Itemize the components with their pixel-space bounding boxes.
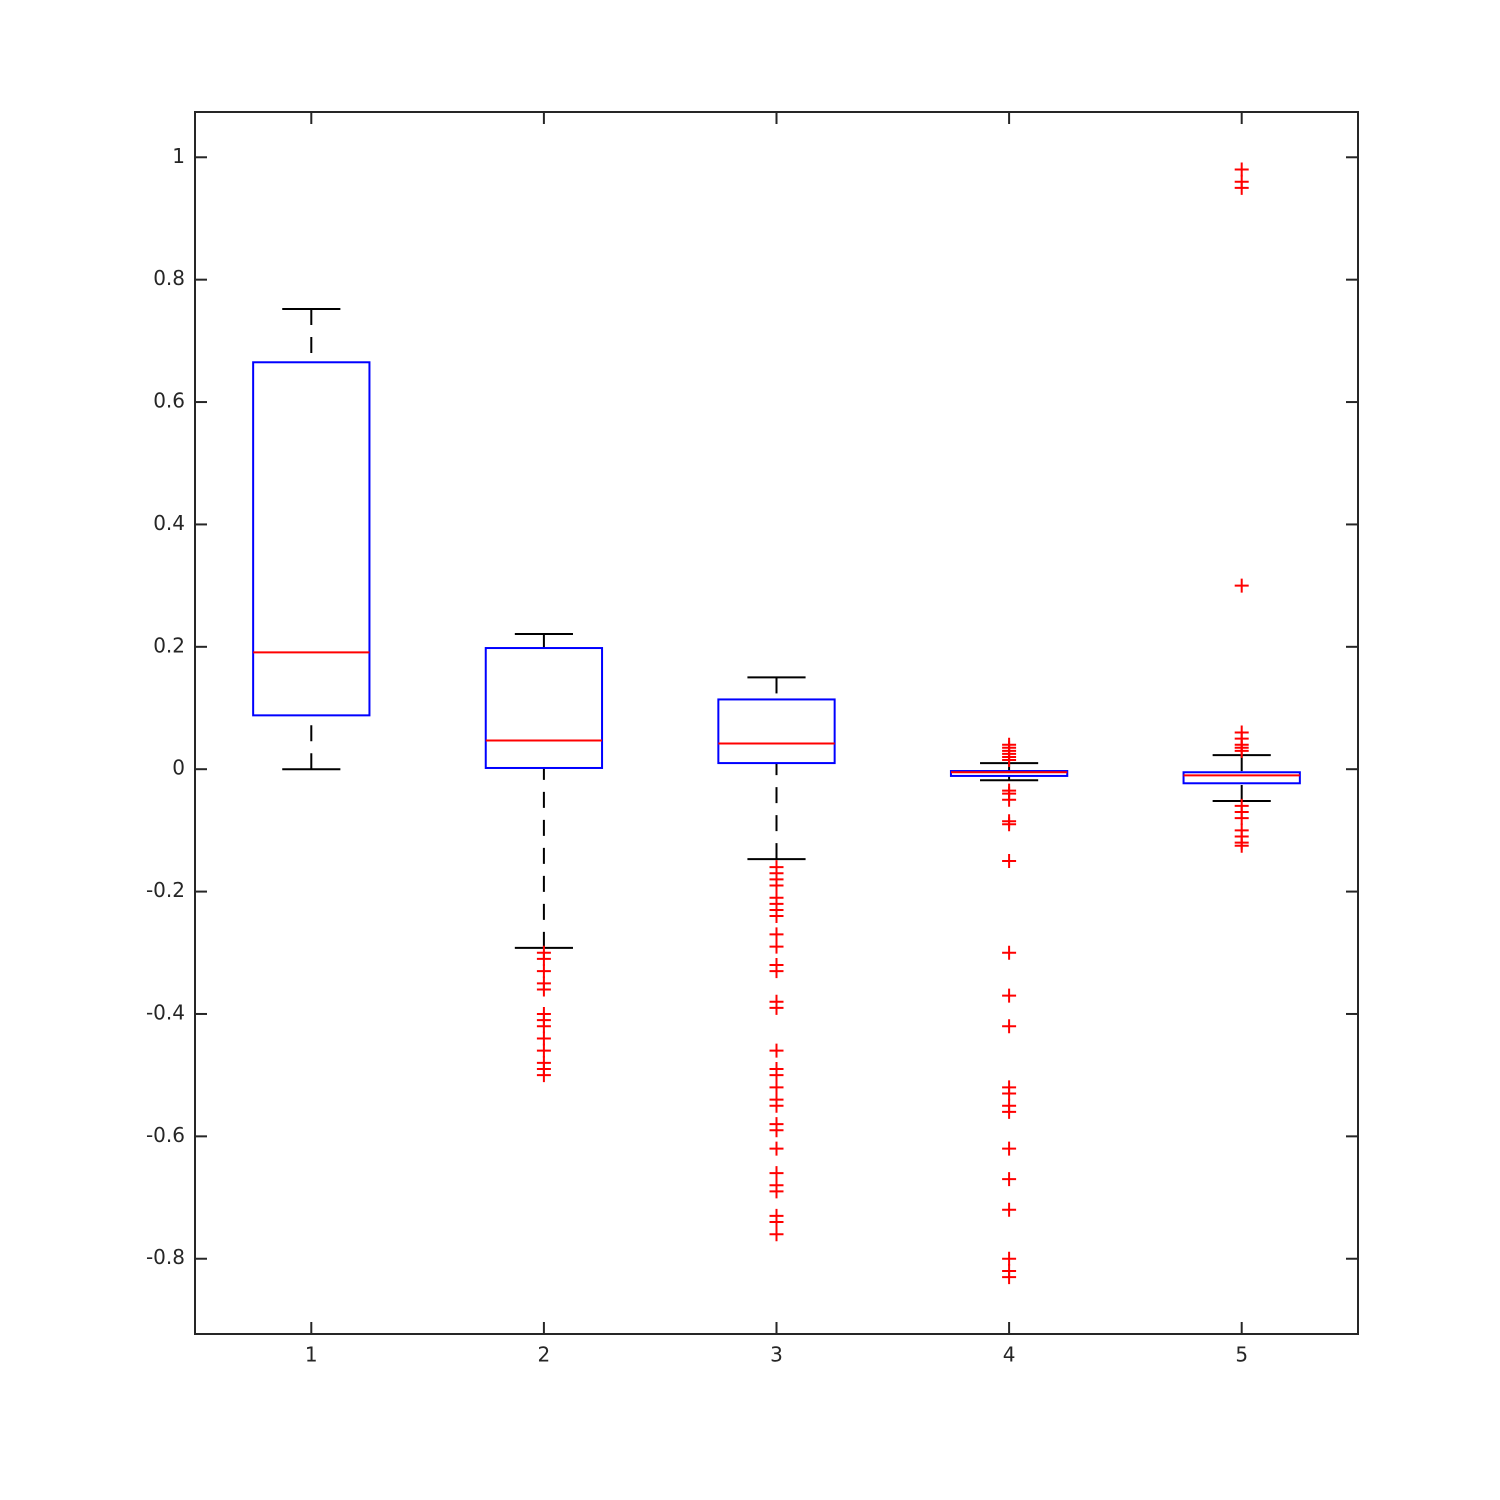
x-tick-label: 1 (305, 1343, 318, 1367)
box (1182, 771, 1301, 785)
outlier (1002, 988, 1017, 1003)
outlier (1002, 1270, 1017, 1285)
outlier (1002, 945, 1017, 960)
outlier (769, 1141, 784, 1156)
box (484, 647, 604, 769)
outlier (769, 1098, 784, 1113)
outlier (536, 1068, 551, 1083)
outlier (1234, 180, 1249, 195)
outlier (769, 1080, 784, 1095)
outlier (1002, 817, 1017, 832)
outlier (1234, 162, 1249, 177)
outlier (536, 951, 551, 966)
y-tick-label: 1 (172, 144, 185, 168)
outlier (536, 964, 551, 979)
box (949, 770, 1069, 777)
x-tick-label: 3 (770, 1343, 783, 1367)
y-tick-label: 0.8 (153, 266, 185, 290)
outlier (1002, 853, 1017, 868)
outlier (1002, 753, 1017, 768)
outlier (769, 1123, 784, 1138)
outlier (769, 1068, 784, 1083)
box (252, 361, 371, 717)
y-tick-label: -0.4 (146, 1000, 185, 1024)
outlier (1234, 811, 1249, 826)
outlier (1002, 1086, 1017, 1101)
outlier (769, 1043, 784, 1058)
outlier (536, 982, 551, 997)
outlier (1234, 743, 1249, 758)
x-tick-label: 2 (538, 1343, 551, 1367)
outlier (769, 909, 784, 924)
outlier (1002, 1141, 1017, 1156)
y-tick-label: 0.2 (153, 633, 185, 657)
outlier (1002, 1202, 1017, 1217)
outlier (536, 1043, 551, 1058)
y-tick-label: 0.4 (153, 511, 185, 535)
outlier (769, 927, 784, 942)
outlier (1234, 838, 1249, 853)
y-tick-label: -0.2 (146, 878, 185, 902)
y-tick-label: 0.6 (153, 389, 185, 413)
outlier (769, 964, 784, 979)
outlier (536, 1019, 551, 1034)
outlier (769, 878, 784, 893)
outlier (1234, 578, 1249, 593)
x-tick-label: 4 (1003, 1343, 1016, 1367)
outlier (536, 1031, 551, 1046)
outlier (1002, 1251, 1017, 1266)
outlier (769, 1215, 784, 1230)
y-tick-label: -0.6 (146, 1123, 185, 1147)
box (717, 698, 836, 765)
outlier (1002, 1104, 1017, 1119)
outlier (769, 939, 784, 954)
outlier (769, 1184, 784, 1199)
outlier (1002, 1172, 1017, 1187)
y-tick-label: -0.8 (146, 1245, 185, 1269)
outlier (1002, 792, 1017, 807)
outlier (1002, 1019, 1017, 1034)
x-tick-label: 5 (1235, 1343, 1248, 1367)
outlier (769, 1166, 784, 1181)
outlier (769, 1227, 784, 1242)
outlier (769, 1000, 784, 1015)
y-tick-label: 0 (172, 756, 185, 780)
